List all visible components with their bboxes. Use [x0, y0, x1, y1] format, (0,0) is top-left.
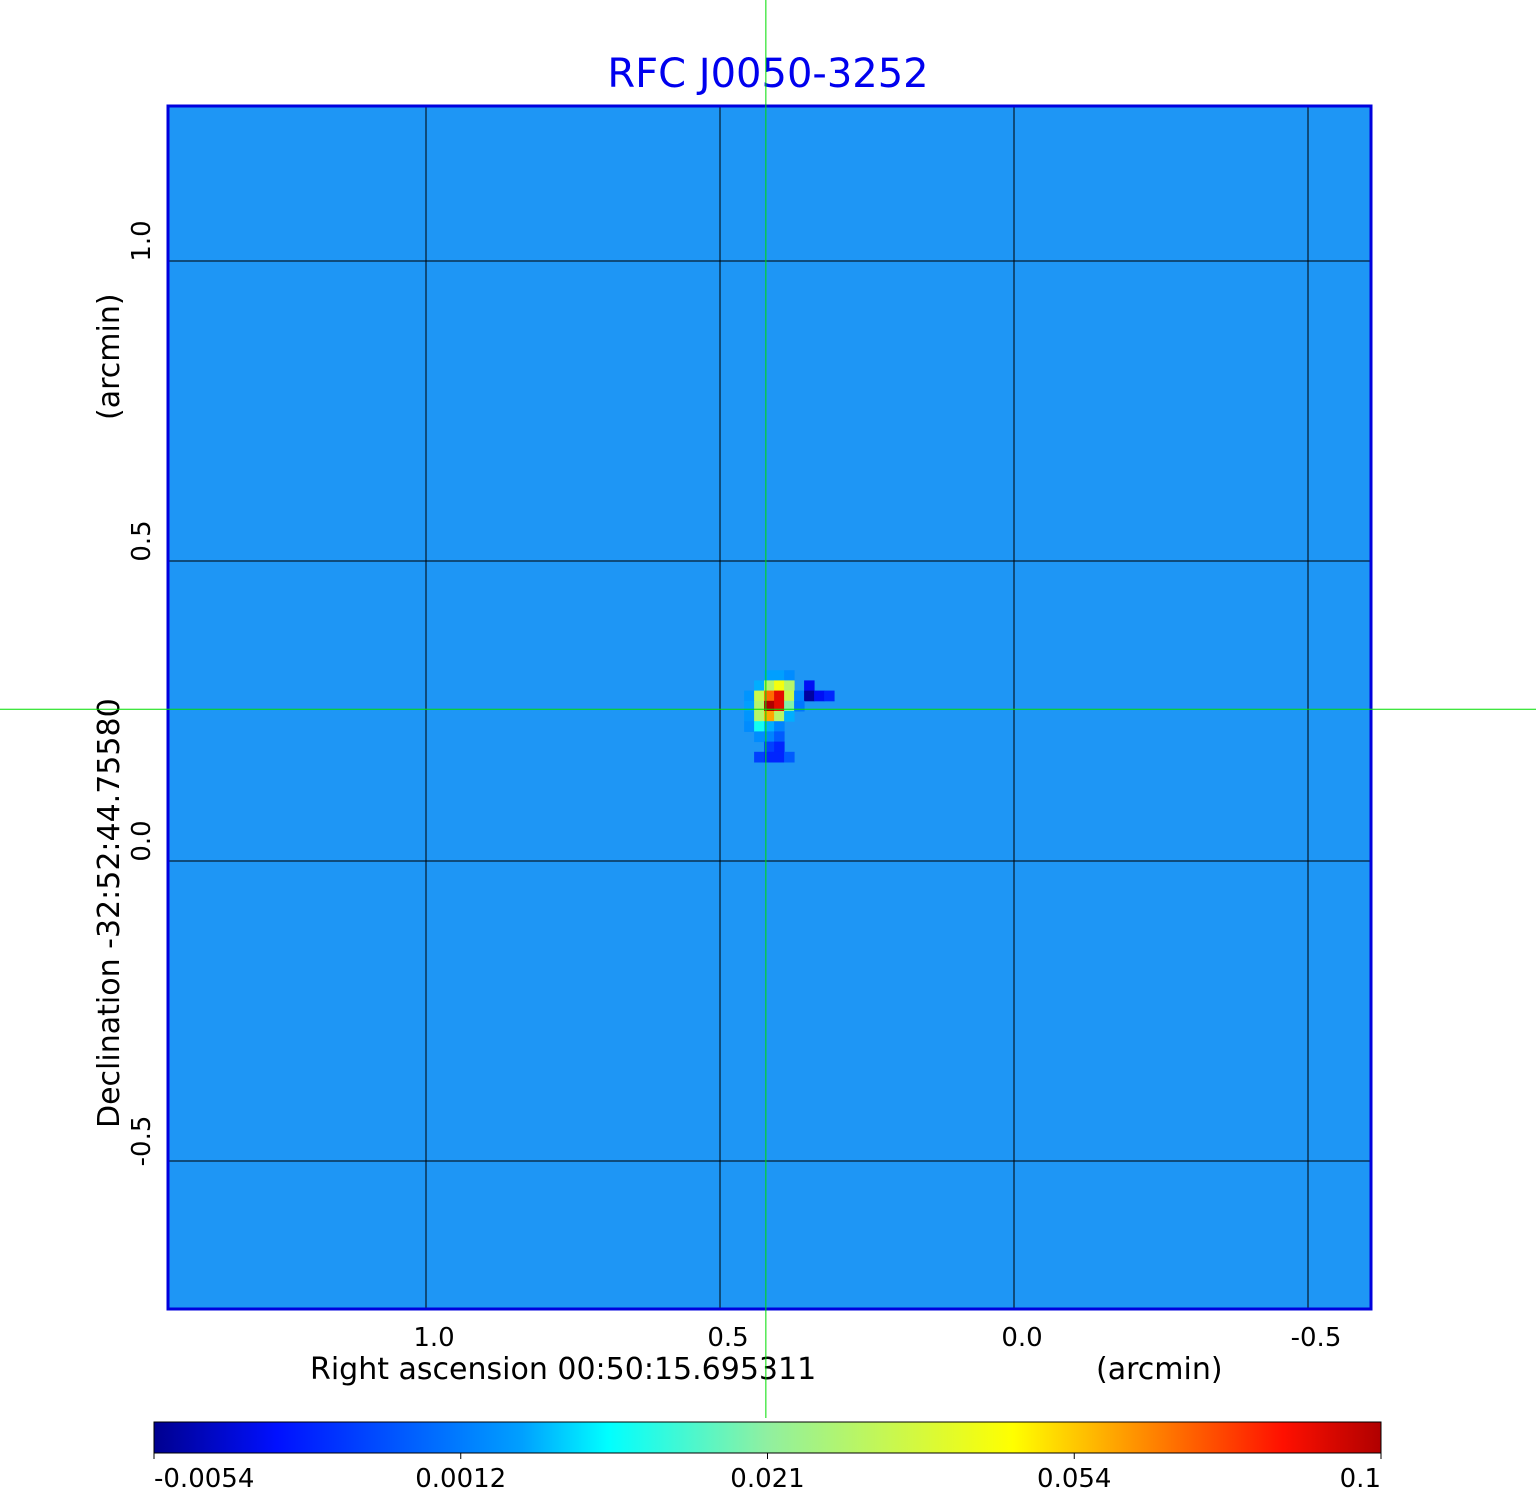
map-pixel: [744, 721, 755, 732]
x-tick-label: 0.0: [1001, 1323, 1042, 1353]
colorbar-tick-label: 0.1: [1340, 1464, 1381, 1494]
colorbar-tick-label: 0.054: [1037, 1464, 1111, 1494]
map-pixel: [774, 731, 785, 743]
chart-title: RFC J0050-3252: [607, 51, 928, 97]
colorbar: -0.0054 0.0012 0.021 0.054 0.1: [153, 1421, 1382, 1494]
map-pixel: [764, 670, 775, 681]
map-pixel: [784, 690, 795, 702]
map-pixel: [804, 680, 815, 692]
x-axis-label: Right ascension 00:50:15.695311: [310, 1352, 816, 1387]
map-pixel: [794, 700, 805, 712]
map-pixel: [764, 751, 775, 763]
map-pixel: [744, 700, 755, 712]
map-pixel: [764, 721, 775, 732]
colorbar-gradient: [153, 1421, 1382, 1454]
map-pixel: [764, 700, 775, 712]
map-pixel: [774, 741, 785, 753]
y-tick-label: 1.0: [127, 220, 157, 261]
y-tick-label: -0.5: [127, 1116, 157, 1167]
map-pixel: [754, 751, 765, 763]
y-axis-label: Declination -32:52:44.75580: [92, 698, 127, 1128]
colorbar-tick-label: -0.0054: [154, 1464, 254, 1494]
map-pixel: [774, 700, 785, 712]
map-pixel: [774, 670, 785, 681]
map-pixel: [754, 690, 765, 702]
map-pixel: [784, 670, 795, 681]
map-pixel: [784, 700, 795, 712]
map-pixel: [754, 700, 765, 712]
map-pixel: [754, 731, 765, 743]
map-pixel: [794, 690, 805, 702]
map-pixel: [744, 690, 755, 702]
map-pixel: [764, 680, 775, 692]
map-pixel: [764, 741, 775, 753]
map-pixel: [764, 711, 775, 722]
y-axis-unit: (arcmin): [92, 293, 127, 420]
map-pixel: [754, 721, 765, 732]
map-pixel: [784, 711, 795, 722]
x-tick-label: 1.0: [413, 1323, 454, 1353]
y-tick-label: 0.5: [127, 520, 157, 561]
x-axis-unit: (arcmin): [1096, 1352, 1223, 1387]
plot-area: [166, 104, 1373, 1311]
y-tick-label: 0.0: [127, 820, 157, 861]
map-pixel: [764, 731, 775, 743]
map-pixel: [804, 690, 815, 702]
map-pixel: [774, 721, 785, 732]
map-pixel: [754, 680, 765, 692]
map-pixel: [774, 690, 785, 702]
map-pixel: [754, 711, 765, 722]
colorbar-tick-label: 0.0012: [415, 1464, 506, 1494]
colorbar-tick-label: 0.021: [730, 1464, 804, 1494]
map-pixel: [774, 711, 785, 722]
plot-frame: [166, 104, 1373, 1311]
map-pixel: [774, 680, 785, 692]
map-pixel: [774, 751, 785, 763]
map-pixel: [814, 690, 825, 702]
map-pixel: [784, 680, 795, 692]
map-pixel: [764, 690, 775, 702]
map-pixel: [824, 690, 835, 702]
map-pixel: [784, 751, 795, 763]
map-pixel: [744, 711, 755, 722]
x-tick-label: -0.5: [1291, 1323, 1342, 1353]
x-tick-label: 0.5: [707, 1323, 748, 1353]
